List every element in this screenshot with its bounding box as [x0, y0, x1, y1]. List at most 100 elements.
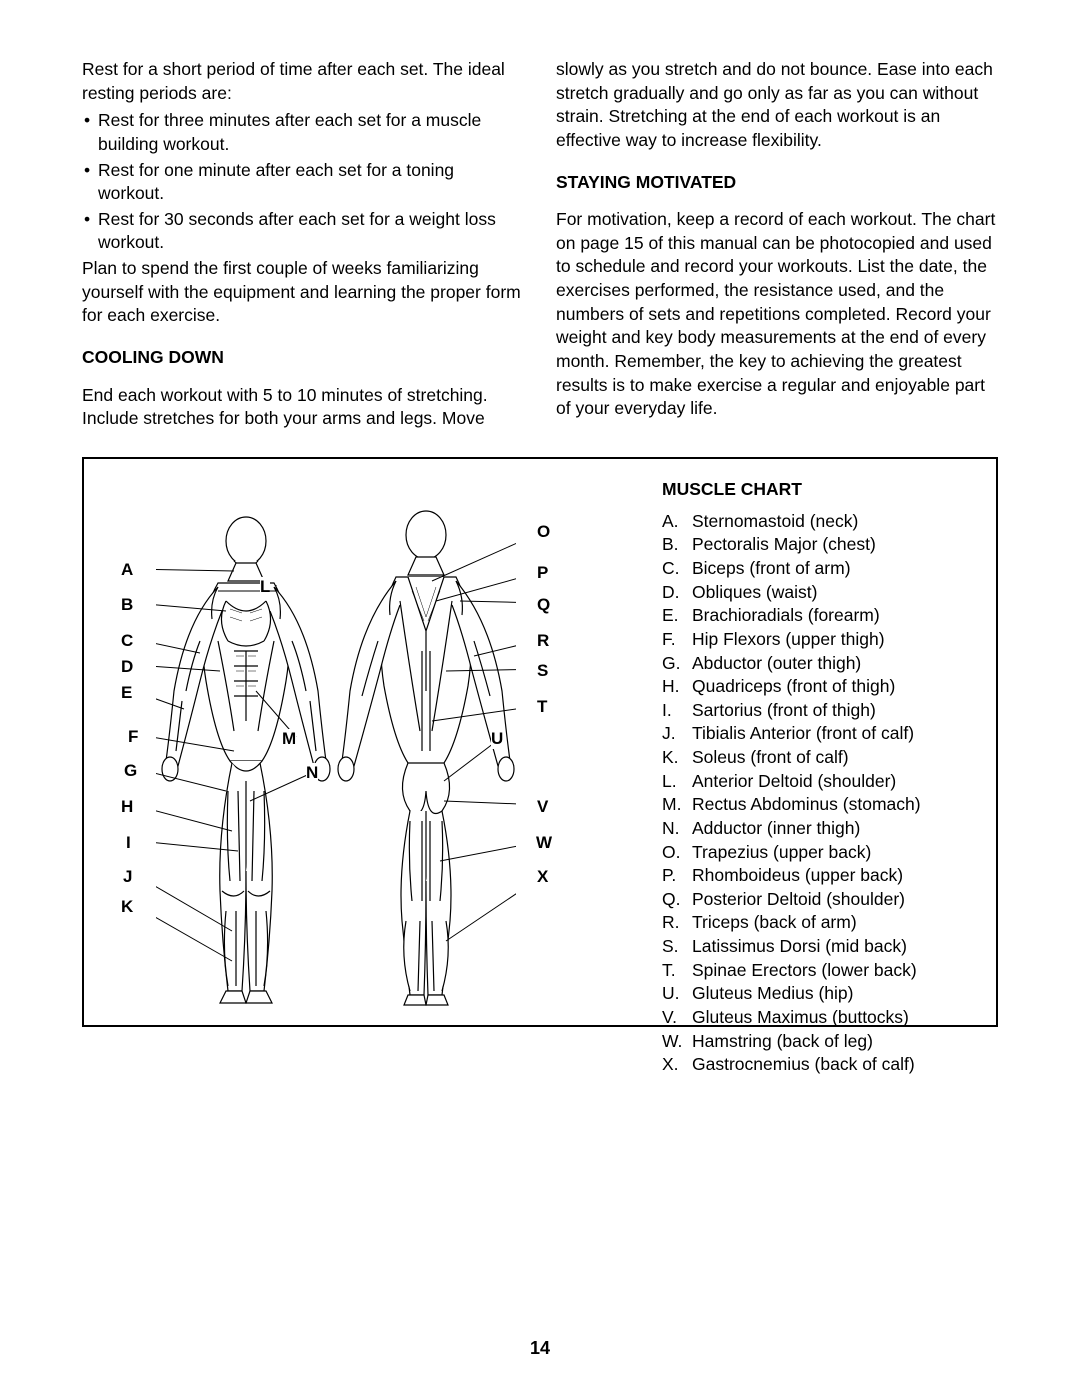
- cooling-down-heading: COOLING DOWN: [82, 346, 524, 370]
- legend-row: O.Trapezius (upper back): [662, 841, 972, 865]
- legend-row: I.Sartorius (front of thigh): [662, 699, 972, 723]
- legend-letter: J.: [662, 722, 692, 746]
- anatomy-label-i: I: [126, 833, 131, 853]
- anatomy-label-h: H: [121, 797, 133, 817]
- legend-letter: K.: [662, 746, 692, 770]
- legend-row: G.Abductor (outer thigh): [662, 652, 972, 676]
- legend-text: Rhomboideus (upper back): [692, 864, 903, 888]
- legend-row: P.Rhomboideus (upper back): [662, 864, 972, 888]
- anatomy-label-l: L: [260, 577, 270, 597]
- legend-row: C.Biceps (front of arm): [662, 557, 972, 581]
- legend-text: Rectus Abdominus (stomach): [692, 793, 921, 817]
- legend-letter: R.: [662, 911, 692, 935]
- bullet-3: Rest for 30 seconds after each set for a…: [82, 208, 524, 255]
- anatomy-label-t: T: [537, 697, 547, 717]
- legend-row: S.Latissimus Dorsi (mid back): [662, 935, 972, 959]
- muscle-legend: MUSCLE CHART A.Sternomastoid (neck)B.Pec…: [662, 479, 972, 995]
- legend-text: Posterior Deltoid (shoulder): [692, 888, 905, 912]
- legend-letter: P.: [662, 864, 692, 888]
- legend-row: Q.Posterior Deltoid (shoulder): [662, 888, 972, 912]
- legend-row: T.Spinae Erectors (lower back): [662, 959, 972, 983]
- legend-row: U.Gluteus Medius (hip): [662, 982, 972, 1006]
- legend-row: J.Tibialis Anterior (front of calf): [662, 722, 972, 746]
- anatomy-svg: [156, 491, 516, 1011]
- legend-row: L.Anterior Deltoid (shoulder): [662, 770, 972, 794]
- legend-letter: X.: [662, 1053, 692, 1077]
- bullet-1: Rest for three minutes after each set fo…: [82, 109, 524, 156]
- bullet-2: Rest for one minute after each set for a…: [82, 159, 524, 206]
- anatomy-label-w: W: [536, 833, 552, 853]
- anatomy-label-r: R: [537, 631, 549, 651]
- legend-text: Hamstring (back of leg): [692, 1030, 873, 1054]
- legend-text: Spinae Erectors (lower back): [692, 959, 917, 983]
- legend-row: W.Hamstring (back of leg): [662, 1030, 972, 1054]
- legend-letter: T.: [662, 959, 692, 983]
- legend-letter: G.: [662, 652, 692, 676]
- anatomy-label-c: C: [121, 631, 133, 651]
- anatomy-diagram: ABCDEFGHIJKLMNOPQRSTUVWX: [106, 479, 642, 995]
- anatomy-label-g: G: [124, 761, 137, 781]
- text-columns: Rest for a short period of time after ea…: [82, 58, 998, 435]
- legend-row: M.Rectus Abdominus (stomach): [662, 793, 972, 817]
- legend-letter: D.: [662, 581, 692, 605]
- anatomy-label-a: A: [121, 560, 133, 580]
- anatomy-label-s: S: [537, 661, 548, 681]
- legend-letter: A.: [662, 510, 692, 534]
- legend-text: Adductor (inner thigh): [692, 817, 860, 841]
- left-column: Rest for a short period of time after ea…: [82, 58, 524, 435]
- legend-letter: N.: [662, 817, 692, 841]
- rest-bullets: Rest for three minutes after each set fo…: [82, 109, 524, 255]
- legend-row: D.Obliques (waist): [662, 581, 972, 605]
- legend-letter: W.: [662, 1030, 692, 1054]
- legend-text: Quadriceps (front of thigh): [692, 675, 895, 699]
- legend-letter: O.: [662, 841, 692, 865]
- anatomy-label-n: N: [306, 763, 318, 783]
- legend-letter: L.: [662, 770, 692, 794]
- legend-letter: C.: [662, 557, 692, 581]
- staying-motivated-heading: STAYING MOTIVATED: [556, 171, 998, 195]
- legend-row: F.Hip Flexors (upper thigh): [662, 628, 972, 652]
- legend-text: Gluteus Medius (hip): [692, 982, 853, 1006]
- anatomy-label-u: U: [491, 729, 503, 749]
- legend-text: Hip Flexors (upper thigh): [692, 628, 885, 652]
- legend-text: Trapezius (upper back): [692, 841, 871, 865]
- after-bullets: Plan to spend the first couple of weeks …: [82, 257, 524, 328]
- legend-row: R.Triceps (back of arm): [662, 911, 972, 935]
- anatomy-label-b: B: [121, 595, 133, 615]
- legend-row: E.Brachioradials (forearm): [662, 604, 972, 628]
- muscle-chart-title: MUSCLE CHART: [662, 479, 972, 500]
- right-column: slowly as you stretch and do not bounce.…: [556, 58, 998, 435]
- legend-row: A.Sternomastoid (neck): [662, 510, 972, 534]
- legend-text: Sternomastoid (neck): [692, 510, 858, 534]
- legend-letter: S.: [662, 935, 692, 959]
- rest-intro: Rest for a short period of time after ea…: [82, 58, 524, 105]
- page-number: 14: [0, 1338, 1080, 1359]
- anatomy-label-x: X: [537, 867, 548, 887]
- legend-text: Gastrocnemius (back of calf): [692, 1053, 915, 1077]
- anatomy-label-e: E: [121, 683, 132, 703]
- legend-row: B.Pectoralis Major (chest): [662, 533, 972, 557]
- legend-text: Triceps (back of arm): [692, 911, 857, 935]
- anatomy-label-k: K: [121, 897, 133, 917]
- legend-letter: I.: [662, 699, 692, 723]
- legend-text: Sartorius (front of thigh): [692, 699, 876, 723]
- legend-row: N.Adductor (inner thigh): [662, 817, 972, 841]
- anatomy-label-p: P: [537, 563, 548, 583]
- legend-letter: E.: [662, 604, 692, 628]
- anatomy-label-j: J: [123, 867, 132, 887]
- legend-row: X.Gastrocnemius (back of calf): [662, 1053, 972, 1077]
- legend-letter: M.: [662, 793, 692, 817]
- legend-text: Biceps (front of arm): [692, 557, 851, 581]
- legend-text: Tibialis Anterior (front of calf): [692, 722, 914, 746]
- anatomy-label-q: Q: [537, 595, 550, 615]
- legend-text: Anterior Deltoid (shoulder): [692, 770, 896, 794]
- legend-letter: B.: [662, 533, 692, 557]
- anatomy-label-m: M: [282, 729, 296, 749]
- legend-text: Brachioradials (forearm): [692, 604, 880, 628]
- cooling-text: End each workout with 5 to 10 minutes of…: [82, 384, 524, 431]
- legend-text: Obliques (waist): [692, 581, 817, 605]
- legend-text: Gluteus Maximus (buttocks): [692, 1006, 909, 1030]
- anatomy-label-v: V: [537, 797, 548, 817]
- legend-letter: H.: [662, 675, 692, 699]
- stretch-continued: slowly as you stretch and do not bounce.…: [556, 58, 998, 153]
